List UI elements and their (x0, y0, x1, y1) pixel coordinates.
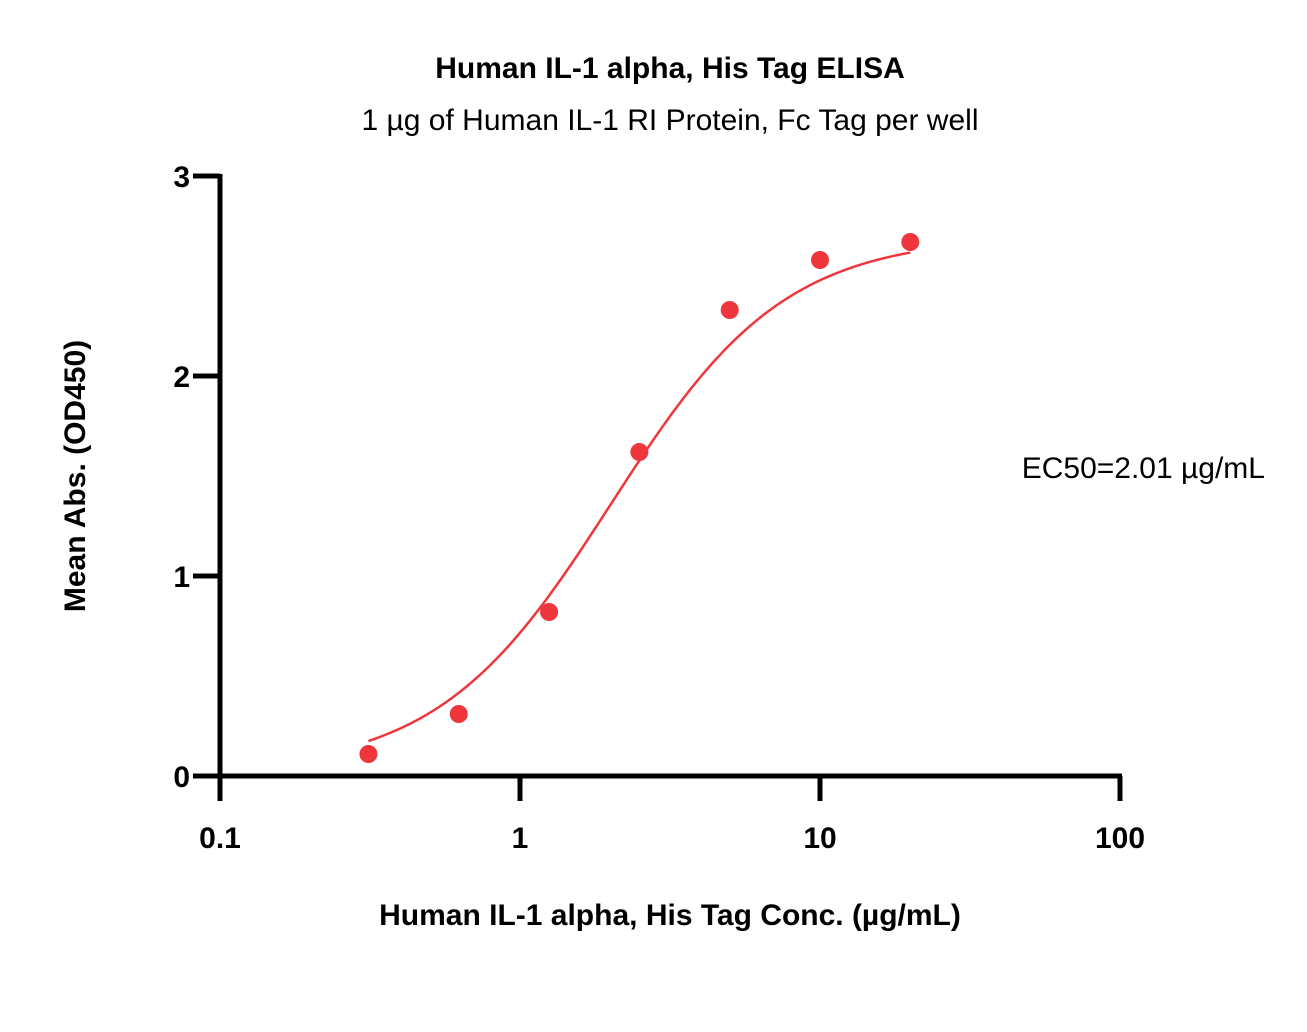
y-ticks: 0 1 2 3 (173, 161, 220, 794)
data-point (720, 301, 739, 319)
data-point (811, 251, 829, 269)
chart-title: Human IL-1 alpha, His Tag ELISA (435, 52, 905, 85)
data-point (630, 443, 649, 461)
x-tick-label: 1 (512, 822, 529, 855)
data-point (901, 233, 920, 251)
x-tick-label: 10 (803, 822, 836, 855)
y-tick-label: 1 (173, 561, 190, 594)
y-axis-label: Mean Abs. (OD450) (59, 340, 92, 612)
data-point (449, 705, 468, 723)
y-tick-label: 3 (173, 161, 190, 194)
chart-subtitle: 1 µg of Human IL-1 RI Protein, Fc Tag pe… (361, 104, 978, 137)
y-tick-label: 0 (173, 761, 190, 794)
data-point (540, 603, 559, 621)
axes: 0 1 2 3 0.1 1 10 100 (173, 161, 1145, 855)
x-tick-label: 100 (1095, 822, 1145, 855)
x-tick-label: 0.1 (199, 822, 241, 855)
data-point (359, 745, 378, 763)
fit-curve (368, 251, 911, 743)
x-ticks: 0.1 1 10 100 (199, 776, 1145, 855)
data-points (359, 233, 920, 763)
y-tick-label: 2 (173, 361, 190, 394)
ec50-annotation: EC50=2.01 µg/mL (1022, 452, 1265, 485)
x-axis-label: Human IL-1 alpha, His Tag Conc. (µg/mL) (379, 899, 961, 932)
